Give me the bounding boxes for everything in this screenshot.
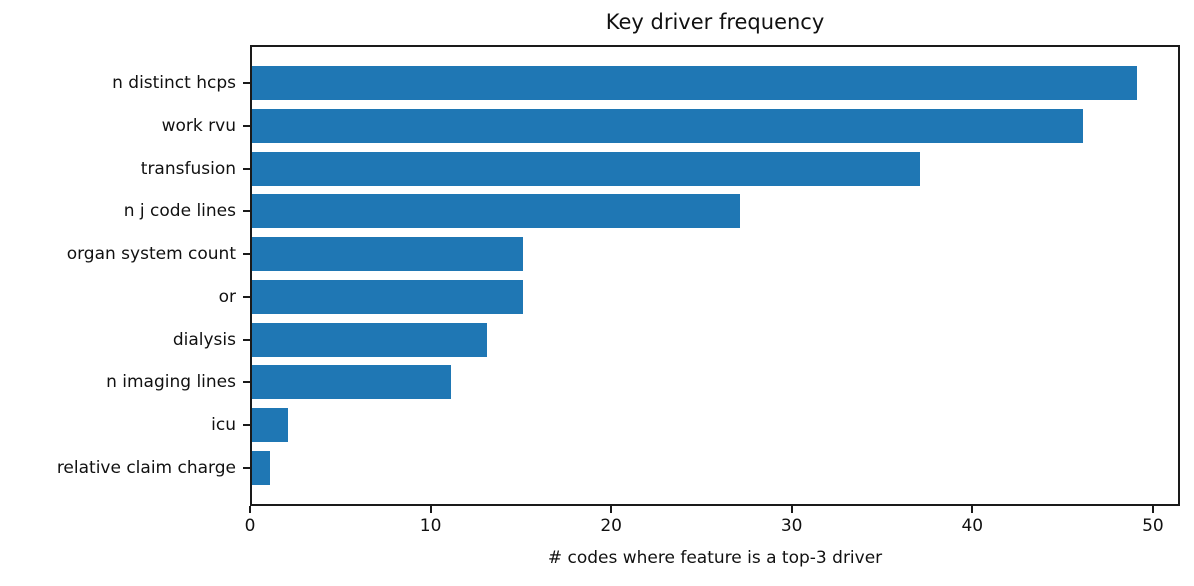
y-tick-label: n distinct hcps	[112, 73, 236, 94]
x-tick-label: 40	[961, 516, 984, 536]
y-tick-mark	[243, 424, 250, 427]
x-tick-label: 20	[600, 516, 622, 536]
bar-n-distinct-hcps	[252, 66, 1137, 101]
bar-n-j-code-lines	[252, 194, 740, 229]
x-tick-label: 50	[1142, 516, 1164, 536]
bar-organ-system-count	[252, 237, 523, 272]
y-tick-label: or	[218, 286, 236, 307]
y-tick-label: icu	[211, 415, 236, 436]
x-tick-label: 0	[244, 516, 256, 536]
x-tick-mark	[971, 506, 974, 513]
x-tick-label: 30	[780, 516, 803, 536]
x-tick-mark	[249, 506, 251, 513]
y-tick-label: relative claim charge	[56, 457, 236, 478]
chart-title: Key driver frequency	[605, 10, 825, 34]
bar-or	[252, 279, 523, 314]
y-tick-mark	[243, 167, 250, 170]
bar-work-rvu	[252, 108, 1083, 143]
x-tick-mark	[790, 506, 793, 513]
bar-icu	[252, 408, 289, 443]
y-tick-label: organ system count	[66, 244, 236, 265]
y-tick-mark	[243, 82, 250, 85]
y-tick-mark	[243, 253, 250, 256]
y-tick-mark	[243, 338, 250, 341]
y-tick-mark	[243, 124, 250, 127]
bar-dialysis	[252, 322, 487, 357]
y-tick-label: dialysis	[172, 329, 236, 350]
y-tick-mark	[243, 210, 250, 213]
y-tick-mark	[243, 466, 250, 469]
bar-relative-claim-charge	[252, 450, 271, 485]
x-tick-mark	[429, 506, 432, 513]
y-tick-mark	[243, 381, 250, 384]
x-tick-label: 10	[419, 516, 442, 536]
y-tick-label: work rvu	[161, 115, 236, 136]
y-tick-mark	[243, 295, 250, 298]
y-tick-label: n j code lines	[123, 201, 236, 222]
x-axis-label: # codes where feature is a top-3 driver	[547, 548, 883, 568]
x-tick-mark	[610, 506, 613, 513]
bar-transfusion	[252, 151, 921, 186]
x-tick-mark	[1151, 506, 1154, 513]
bar-n-imaging-lines	[252, 365, 451, 400]
y-tick-label: n imaging lines	[106, 372, 236, 393]
y-tick-label: transfusion	[140, 158, 236, 179]
